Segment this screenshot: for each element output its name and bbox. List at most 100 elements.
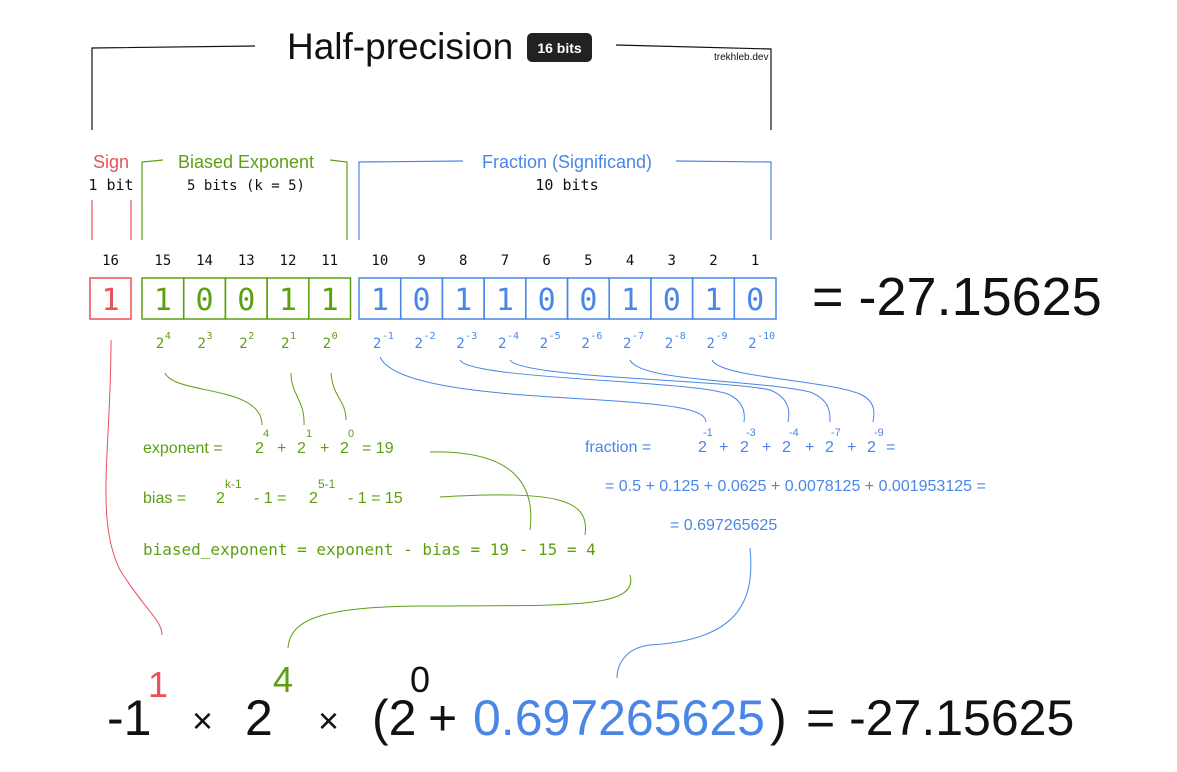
fraction-plus-4: + bbox=[847, 439, 856, 456]
exponent-term-1: 4 bbox=[263, 428, 269, 440]
exponent-base-2: 2 bbox=[297, 440, 306, 457]
fraction-base-5: 2 bbox=[867, 439, 876, 456]
bias-formula-prefix: bias = bbox=[143, 490, 191, 507]
exponent-formula: exponent = 2 4 + 2 1 + 2 0 = 19 bbox=[143, 428, 394, 457]
bit-position-3: 14 bbox=[196, 253, 213, 269]
final-close: ) bbox=[770, 690, 787, 746]
sign-width: 1 bit bbox=[88, 176, 133, 194]
power-exponent-11: -5 bbox=[549, 331, 561, 342]
bit-position-8: 9 bbox=[417, 253, 425, 269]
power-exponent-5: 1 bbox=[290, 331, 296, 342]
power-base-9: 2 bbox=[456, 336, 464, 352]
final-sign-power: 1 bbox=[148, 664, 168, 705]
power-exponent-2: 4 bbox=[165, 331, 171, 342]
bit-position-15: 2 bbox=[709, 253, 717, 269]
power-base-7: 2 bbox=[373, 336, 381, 352]
power-exponent-12: -6 bbox=[590, 331, 602, 342]
sign-bracket bbox=[91, 200, 132, 240]
bit-value-9: 1 bbox=[454, 283, 472, 318]
bit-value-15: 1 bbox=[704, 283, 722, 318]
bias-mid: - 1 = bbox=[254, 490, 291, 507]
final-plus: + bbox=[428, 690, 457, 746]
power-base-11: 2 bbox=[540, 336, 548, 352]
fraction-formula: fraction = 2 -1 + 2 -3 + 2 -4 + 2 -7 + 2… bbox=[585, 427, 986, 534]
bit-value-16: 0 bbox=[746, 283, 764, 318]
exponent-label: Biased Exponent bbox=[178, 152, 314, 172]
bias-base-1: 2 bbox=[216, 490, 225, 507]
fraction-formula-prefix: fraction = bbox=[585, 439, 656, 456]
exponent-term-3: 0 bbox=[348, 428, 354, 440]
bit-value-11: 0 bbox=[538, 283, 556, 318]
power-base-6: 2 bbox=[323, 336, 331, 352]
bit-value-12: 0 bbox=[579, 283, 597, 318]
sign-label: Sign bbox=[93, 152, 129, 172]
bit-position-7: 10 bbox=[371, 253, 388, 269]
bit-position-4: 13 bbox=[238, 253, 255, 269]
bias-formula: bias = 2 k-1 - 1 = 2 5-1 - 1 = 15 bbox=[143, 477, 403, 507]
bit-value-10: 1 bbox=[496, 283, 514, 318]
bit-position-2: 15 bbox=[154, 253, 171, 269]
fraction-term-5: -9 bbox=[874, 427, 884, 439]
fraction-base-4: 2 bbox=[825, 439, 834, 456]
fraction-base-3: 2 bbox=[782, 439, 791, 456]
bit-position-13: 4 bbox=[626, 253, 634, 269]
power-base-5: 2 bbox=[281, 336, 289, 352]
power-base-12: 2 bbox=[581, 336, 589, 352]
bit-position-5: 12 bbox=[280, 253, 297, 269]
bit-value-3: 0 bbox=[196, 283, 214, 318]
bit-position-10: 7 bbox=[501, 253, 509, 269]
power-exponent-8: -2 bbox=[424, 331, 436, 342]
bit-position-6: 11 bbox=[321, 253, 338, 269]
bit-value-4: 0 bbox=[237, 283, 255, 318]
bit-value-8: 0 bbox=[413, 283, 431, 318]
power-exponent-7: -1 bbox=[382, 331, 394, 342]
badge-label: 16 bits bbox=[537, 40, 582, 56]
result-top: = -27.15625 bbox=[812, 267, 1102, 327]
fraction-plus-1: + bbox=[719, 439, 728, 456]
exponent-formula-prefix: exponent = bbox=[143, 440, 227, 457]
final-times-2: × bbox=[318, 700, 339, 741]
bit-value-2: 1 bbox=[154, 283, 172, 318]
power-base-14: 2 bbox=[665, 336, 673, 352]
exponent-base-3: 2 bbox=[340, 440, 349, 457]
final-times-1: × bbox=[192, 700, 213, 741]
bits-badge: 16 bits bbox=[527, 33, 592, 62]
final-fraction-value: 0.697265625 bbox=[473, 690, 765, 746]
exponent-plus-2: + bbox=[320, 440, 329, 457]
bit-value-13: 1 bbox=[621, 283, 639, 318]
fraction-term-1: -1 bbox=[703, 427, 713, 439]
bit-value-14: 0 bbox=[663, 283, 681, 318]
fraction-connectors bbox=[379, 356, 875, 679]
bit-value-1: 1 bbox=[101, 283, 119, 318]
exponent-base-1: 2 bbox=[255, 440, 264, 457]
exponent-bracket bbox=[141, 159, 348, 240]
power-exponent-14: -8 bbox=[674, 331, 686, 342]
bit-position-12: 5 bbox=[584, 253, 592, 269]
fraction-width: 10 bits bbox=[535, 176, 598, 194]
bit-value-6: 1 bbox=[321, 283, 339, 318]
fraction-base-2: 2 bbox=[740, 439, 749, 456]
sign-connector bbox=[105, 339, 163, 636]
fraction-label: Fraction (Significand) bbox=[482, 152, 652, 172]
power-exponent-6: 0 bbox=[332, 331, 338, 342]
final-neg-one: -1 bbox=[107, 690, 151, 746]
bit-position-9: 8 bbox=[459, 253, 467, 269]
power-exponent-13: -7 bbox=[632, 331, 644, 342]
biased-exponent-formula: biased_exponent = exponent - bias = 19 -… bbox=[143, 540, 596, 559]
bit-powers: 2 4 2 3 2 2 2 1 2 0 2 -1 2 -2 2 -3 2 -4 2 -5 2 -6 2 -7 2 -8 2 -9 2 -1… bbox=[156, 331, 775, 352]
top-bracket bbox=[91, 44, 772, 130]
fraction-bracket bbox=[358, 160, 772, 240]
power-base-16: 2 bbox=[748, 336, 756, 352]
bit-position-14: 3 bbox=[668, 253, 676, 269]
bit-cell-16 bbox=[733, 277, 777, 320]
final-formula: -1 1 × 2 4 × (2 0 + 0.697265625 ) = -27.… bbox=[107, 659, 1074, 746]
fraction-term-4: -7 bbox=[831, 427, 841, 439]
power-exponent-9: -3 bbox=[465, 331, 477, 342]
fraction-base-1: 2 bbox=[698, 439, 707, 456]
bit-cell-6 bbox=[308, 277, 352, 320]
power-base-13: 2 bbox=[623, 336, 631, 352]
bit-position-11: 6 bbox=[542, 253, 550, 269]
bit-position-1: 16 bbox=[102, 253, 119, 269]
